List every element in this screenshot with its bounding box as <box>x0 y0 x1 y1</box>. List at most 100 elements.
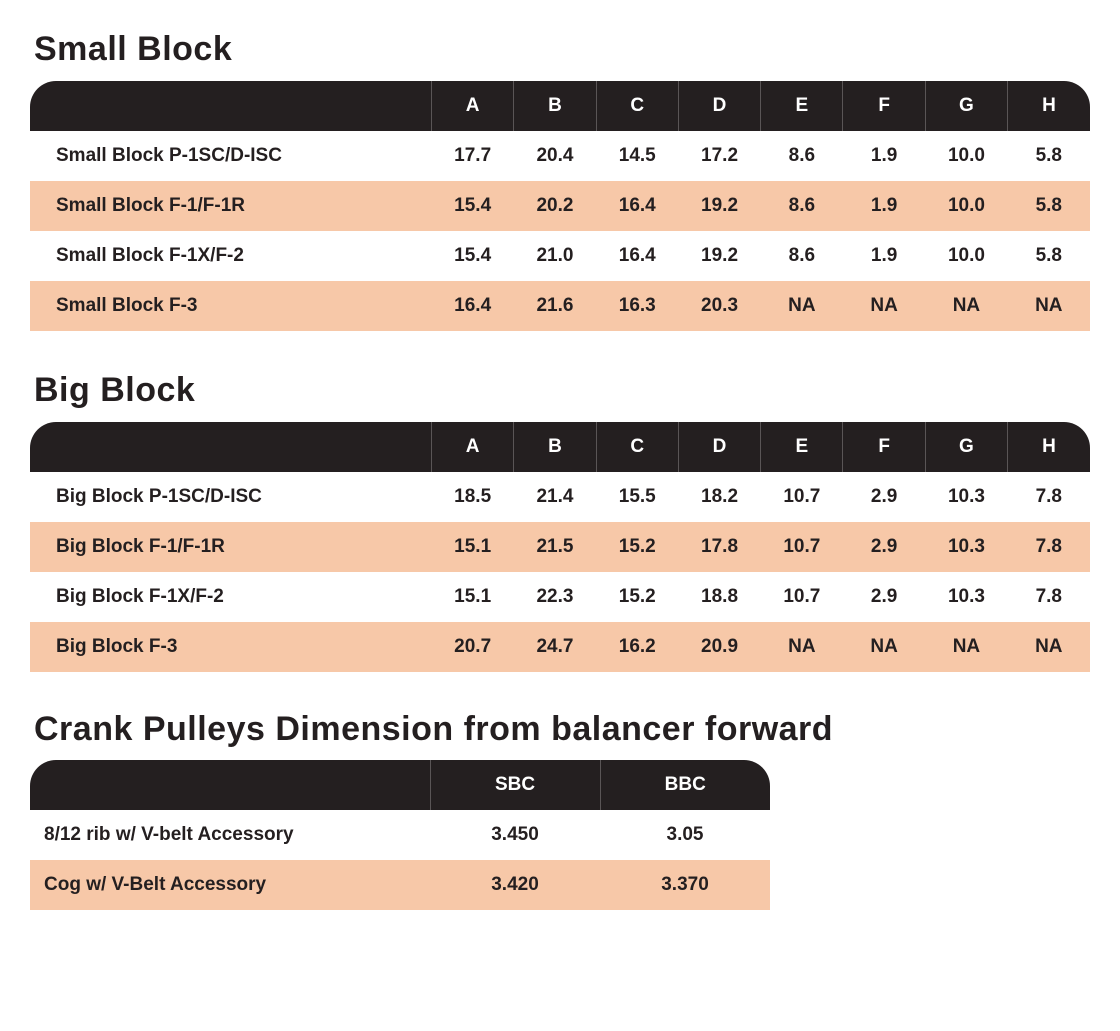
small-block-header-row: A B C D E F G H <box>30 81 1090 131</box>
cell: 2.9 <box>843 572 925 622</box>
cell: 20.7 <box>432 622 514 672</box>
table-row: Cog w/ V-Belt Accessory 3.420 3.370 <box>30 860 770 910</box>
crank-title: Crank Pulleys Dimension from balancer fo… <box>34 712 1090 748</box>
cell: 2.9 <box>843 472 925 522</box>
cell: 16.2 <box>596 622 678 672</box>
cell: 17.7 <box>432 131 514 181</box>
cell: 15.2 <box>596 522 678 572</box>
table-row: Small Block F-1/F-1R 15.4 20.2 16.4 19.2… <box>30 181 1090 231</box>
cell: 19.2 <box>678 181 760 231</box>
cell: 21.5 <box>514 522 596 572</box>
cell: 10.7 <box>761 572 843 622</box>
cell: 10.3 <box>925 522 1007 572</box>
cell: 16.4 <box>596 181 678 231</box>
cell: 17.8 <box>678 522 760 572</box>
cell: 5.8 <box>1008 131 1090 181</box>
cell: 5.8 <box>1008 231 1090 281</box>
cell: 8.6 <box>761 181 843 231</box>
small-block-col-h: H <box>1008 81 1090 131</box>
big-block-col-f: F <box>843 422 925 472</box>
small-block-col-c: C <box>596 81 678 131</box>
small-block-title: Small Block <box>34 30 1090 69</box>
big-block-col-e: E <box>761 422 843 472</box>
cell: NA <box>761 622 843 672</box>
cell: 10.7 <box>761 522 843 572</box>
small-block-col-e: E <box>761 81 843 131</box>
small-block-col-g: G <box>925 81 1007 131</box>
cell: 20.3 <box>678 281 760 331</box>
table-row: Small Block P-1SC/D-ISC 17.7 20.4 14.5 1… <box>30 131 1090 181</box>
big-block-title: Big Block <box>34 371 1090 410</box>
big-block-col-b: B <box>514 422 596 472</box>
cell: 7.8 <box>1008 472 1090 522</box>
row-name: Big Block F-1/F-1R <box>30 522 432 572</box>
cell: NA <box>843 622 925 672</box>
cell: 20.4 <box>514 131 596 181</box>
cell: 10.3 <box>925 572 1007 622</box>
table-row: Big Block F-1/F-1R 15.1 21.5 15.2 17.8 1… <box>30 522 1090 572</box>
big-block-col-a: A <box>432 422 514 472</box>
cell: 17.2 <box>678 131 760 181</box>
row-name: Big Block F-1X/F-2 <box>30 572 432 622</box>
cell: NA <box>761 281 843 331</box>
small-block-col-b: B <box>514 81 596 131</box>
table-row: Small Block F-3 16.4 21.6 16.3 20.3 NA N… <box>30 281 1090 331</box>
cell: 1.9 <box>843 231 925 281</box>
row-name: Small Block F-1/F-1R <box>30 181 432 231</box>
big-block-header-row: A B C D E F G H <box>30 422 1090 472</box>
cell: 19.2 <box>678 231 760 281</box>
cell: 16.3 <box>596 281 678 331</box>
cell: 5.8 <box>1008 181 1090 231</box>
small-block-col-d: D <box>678 81 760 131</box>
row-name: Cog w/ V-Belt Accessory <box>30 860 430 910</box>
cell: 16.4 <box>596 231 678 281</box>
table-row: Small Block F-1X/F-2 15.4 21.0 16.4 19.2… <box>30 231 1090 281</box>
cell: 18.2 <box>678 472 760 522</box>
page: Small Block A B C D E F G H Small Block … <box>0 0 1120 950</box>
cell: 10.0 <box>925 181 1007 231</box>
cell: 21.4 <box>514 472 596 522</box>
cell: NA <box>1008 281 1090 331</box>
cell: 10.3 <box>925 472 1007 522</box>
cell: NA <box>843 281 925 331</box>
small-block-col-a: A <box>432 81 514 131</box>
cell: 15.4 <box>432 181 514 231</box>
cell: 10.7 <box>761 472 843 522</box>
cell: 7.8 <box>1008 522 1090 572</box>
cell: 24.7 <box>514 622 596 672</box>
table-row: Big Block P-1SC/D-ISC 18.5 21.4 15.5 18.… <box>30 472 1090 522</box>
cell: 3.05 <box>600 810 770 860</box>
cell: 20.9 <box>678 622 760 672</box>
cell: 15.1 <box>432 522 514 572</box>
crank-col-bbc: BBC <box>600 760 770 810</box>
row-name: Small Block P-1SC/D-ISC <box>30 131 432 181</box>
cell: NA <box>1008 622 1090 672</box>
cell: 2.9 <box>843 522 925 572</box>
cell: 15.1 <box>432 572 514 622</box>
cell: 1.9 <box>843 181 925 231</box>
cell: 3.420 <box>430 860 600 910</box>
small-block-header-blank <box>30 81 432 131</box>
crank-col-sbc: SBC <box>430 760 600 810</box>
table-row: Big Block F-3 20.7 24.7 16.2 20.9 NA NA … <box>30 622 1090 672</box>
row-name: 8/12 rib w/ V-belt Accessory <box>30 810 430 860</box>
cell: 16.4 <box>432 281 514 331</box>
cell: 14.5 <box>596 131 678 181</box>
row-name: Big Block F-3 <box>30 622 432 672</box>
big-block-col-h: H <box>1008 422 1090 472</box>
big-block-col-c: C <box>596 422 678 472</box>
small-block-col-f: F <box>843 81 925 131</box>
table-row: 8/12 rib w/ V-belt Accessory 3.450 3.05 <box>30 810 770 860</box>
cell: 15.4 <box>432 231 514 281</box>
row-name: Small Block F-1X/F-2 <box>30 231 432 281</box>
cell: 18.5 <box>432 472 514 522</box>
big-block-col-d: D <box>678 422 760 472</box>
crank-table: SBC BBC 8/12 rib w/ V-belt Accessory 3.4… <box>30 760 770 910</box>
crank-header-blank <box>30 760 430 810</box>
cell: 3.450 <box>430 810 600 860</box>
cell: 15.2 <box>596 572 678 622</box>
cell: 18.8 <box>678 572 760 622</box>
cell: 7.8 <box>1008 572 1090 622</box>
cell: 10.0 <box>925 231 1007 281</box>
cell: 21.0 <box>514 231 596 281</box>
